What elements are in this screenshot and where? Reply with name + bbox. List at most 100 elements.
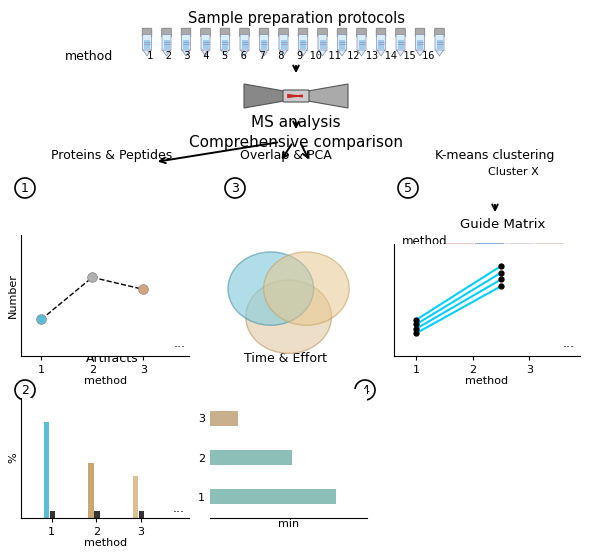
FancyBboxPatch shape	[279, 28, 288, 37]
Bar	[339, 40, 345, 49]
Text: 2: 2	[431, 268, 439, 282]
FancyBboxPatch shape	[181, 28, 191, 37]
X-axis label: method: method	[83, 538, 127, 548]
FancyBboxPatch shape	[162, 35, 171, 50]
Text: K-means clustering: K-means clustering	[435, 149, 555, 162]
Bar	[210, 489, 336, 504]
FancyBboxPatch shape	[240, 28, 249, 37]
Text: ...: ...	[563, 337, 575, 350]
Polygon shape	[221, 50, 229, 56]
Polygon shape	[260, 50, 268, 56]
FancyBboxPatch shape	[201, 35, 210, 50]
FancyBboxPatch shape	[201, 28, 210, 37]
Text: Time & Effort: Time & Effort	[244, 352, 327, 365]
Polygon shape	[162, 50, 170, 56]
Bar	[183, 40, 189, 49]
Text: 4: 4	[361, 384, 369, 396]
Polygon shape	[143, 50, 151, 56]
Bar	[320, 40, 326, 49]
Polygon shape	[338, 50, 346, 56]
FancyBboxPatch shape	[337, 28, 347, 37]
Bar	[475, 243, 504, 264]
Bar	[505, 265, 534, 286]
Bar	[535, 243, 564, 264]
FancyBboxPatch shape	[142, 28, 152, 37]
Polygon shape	[308, 84, 348, 108]
Bar	[445, 243, 474, 264]
Bar	[300, 40, 306, 49]
Bar	[417, 40, 423, 49]
Polygon shape	[318, 50, 327, 56]
Bar	[210, 450, 292, 465]
FancyBboxPatch shape	[357, 35, 366, 50]
Bar	[88, 463, 94, 518]
FancyBboxPatch shape	[298, 35, 307, 50]
Circle shape	[246, 280, 332, 353]
Text: 1: 1	[21, 181, 29, 194]
FancyBboxPatch shape	[337, 35, 346, 50]
Text: 3: 3	[432, 291, 439, 304]
Polygon shape	[377, 50, 385, 56]
Bar	[44, 422, 49, 518]
Polygon shape	[240, 50, 249, 56]
Text: 1  2  3  4  5  6  7  8  9 10 11 12 13 14 15 16: 1 2 3 4 5 6 7 8 9 10 11 12 13 14 15 16	[147, 51, 435, 61]
Bar	[359, 40, 365, 49]
FancyBboxPatch shape	[220, 35, 230, 50]
FancyBboxPatch shape	[395, 28, 406, 37]
FancyBboxPatch shape	[318, 35, 327, 50]
Bar	[133, 477, 138, 518]
Polygon shape	[397, 50, 404, 56]
Bar	[50, 511, 56, 518]
Bar	[163, 40, 169, 49]
Bar	[445, 265, 474, 286]
Text: Overlap & PCA: Overlap & PCA	[240, 149, 332, 162]
Text: Comprehensive comparison: Comprehensive comparison	[189, 135, 403, 150]
X-axis label: method: method	[83, 376, 127, 386]
Bar	[535, 287, 564, 308]
Polygon shape	[244, 84, 284, 108]
FancyBboxPatch shape	[162, 28, 171, 37]
Text: method: method	[402, 235, 448, 248]
FancyBboxPatch shape	[416, 35, 424, 50]
Polygon shape	[416, 50, 424, 56]
X-axis label: method: method	[465, 376, 509, 386]
Text: ...: ...	[172, 502, 184, 515]
Bar	[378, 40, 384, 49]
FancyBboxPatch shape	[318, 28, 327, 37]
FancyBboxPatch shape	[220, 28, 230, 37]
Text: Sample preparation protocols: Sample preparation protocols	[188, 11, 404, 26]
Bar	[222, 40, 228, 49]
Y-axis label: %: %	[8, 452, 18, 463]
FancyBboxPatch shape	[143, 35, 152, 50]
Polygon shape	[436, 50, 443, 56]
FancyBboxPatch shape	[182, 35, 191, 50]
Bar	[210, 411, 239, 426]
Bar	[535, 265, 564, 286]
Polygon shape	[201, 50, 210, 56]
FancyBboxPatch shape	[357, 28, 366, 37]
FancyBboxPatch shape	[415, 28, 425, 37]
Circle shape	[263, 252, 349, 325]
FancyBboxPatch shape	[240, 35, 249, 50]
Bar	[436, 40, 442, 49]
Text: method: method	[65, 49, 113, 63]
Bar	[505, 287, 534, 308]
Text: 1: 1	[431, 246, 439, 259]
FancyBboxPatch shape	[396, 35, 405, 50]
Polygon shape	[182, 50, 190, 56]
Text: 5: 5	[404, 181, 412, 194]
FancyBboxPatch shape	[435, 35, 444, 50]
X-axis label: min: min	[278, 519, 299, 529]
FancyBboxPatch shape	[279, 35, 288, 50]
Bar	[144, 40, 150, 49]
Bar	[505, 243, 534, 264]
FancyBboxPatch shape	[435, 28, 445, 37]
Text: Guide Matrix: Guide Matrix	[461, 218, 546, 231]
Bar	[475, 287, 504, 308]
Circle shape	[228, 252, 314, 325]
Bar	[95, 511, 99, 518]
Y-axis label: Number: Number	[8, 273, 18, 318]
FancyBboxPatch shape	[283, 90, 309, 102]
Text: 2: 2	[21, 384, 29, 396]
FancyBboxPatch shape	[298, 28, 308, 37]
